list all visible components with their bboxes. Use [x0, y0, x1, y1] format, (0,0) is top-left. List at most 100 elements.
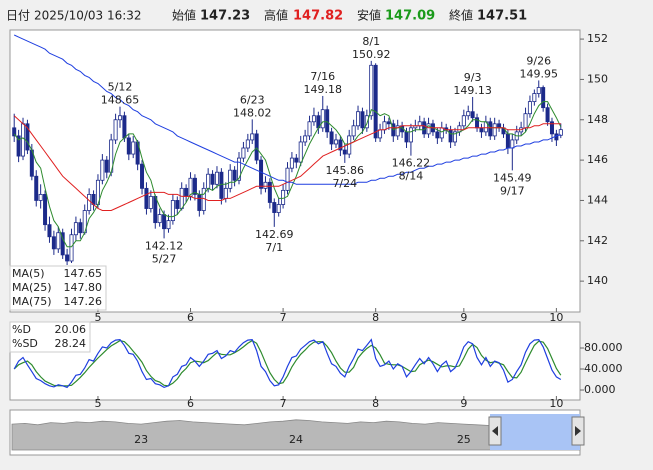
- header: 日付 2025/10/03 16:32 始値 147.23 高値 147.82 …: [6, 8, 527, 24]
- candle-body: [100, 159, 105, 181]
- candle-body: [131, 141, 136, 155]
- legend-value: 147.80: [64, 281, 103, 294]
- annotation-date: 5/27: [152, 252, 177, 265]
- candle-body: [140, 163, 145, 189]
- candle-body: [461, 115, 466, 127]
- legend-name: %SD: [12, 337, 38, 350]
- candle-body: [254, 133, 259, 161]
- candle-body: [65, 254, 70, 262]
- y-tick-label: 140: [587, 274, 608, 287]
- close-value: 147.51: [477, 9, 527, 24]
- candle-body: [439, 127, 444, 139]
- candle-body: [505, 133, 510, 149]
- candle-body: [126, 137, 131, 155]
- annotation-value: 149.13: [453, 84, 492, 97]
- annotation-date: 8/1: [362, 35, 380, 48]
- x-tick-label: 5: [94, 397, 101, 410]
- candle-body: [267, 181, 272, 203]
- candle-body: [311, 115, 316, 123]
- x-tick-label: 8: [372, 397, 379, 410]
- candle-body: [373, 64, 378, 139]
- candle-body: [228, 169, 233, 189]
- annotation-value: 142.69: [255, 228, 294, 241]
- candle-body: [237, 157, 242, 181]
- candle-body: [166, 220, 171, 230]
- x-tick-label: 9: [460, 397, 467, 410]
- candle-body: [122, 115, 127, 139]
- annotation-date: 7/24: [332, 177, 357, 190]
- candle-body: [170, 200, 175, 222]
- candle-body: [466, 111, 471, 117]
- candle-body: [558, 129, 563, 136]
- navigator-label: 25: [457, 433, 471, 446]
- candle-body: [338, 139, 343, 151]
- annotation-date: 9/26: [526, 54, 551, 67]
- candle-body: [12, 127, 17, 137]
- y-tick-label: 152: [587, 32, 608, 45]
- stoch-line: [13, 339, 562, 387]
- candle-body: [303, 135, 308, 143]
- candle-body: [289, 157, 294, 169]
- candle-body: [360, 111, 365, 129]
- candle-body: [545, 107, 550, 123]
- scroll-arrow-right: [575, 426, 581, 436]
- candle-body: [320, 109, 325, 129]
- candle-body: [470, 111, 475, 119]
- annotation-date: 9/17: [500, 184, 525, 197]
- date-label: 日付: [6, 9, 30, 23]
- legend-value: 20.06: [55, 323, 87, 336]
- candle-body: [117, 115, 122, 121]
- legend-name: MA(75): [12, 295, 52, 308]
- candle-body: [523, 113, 528, 129]
- candle-body: [34, 175, 39, 201]
- annotation-value: 145.86: [326, 164, 365, 177]
- candle-body: [250, 133, 255, 141]
- candle-body: [69, 234, 74, 262]
- candle-body: [497, 123, 502, 129]
- annotation-value: 148.02: [233, 106, 272, 119]
- navigator-label: 23: [134, 433, 148, 446]
- y-tick-label: 150: [587, 72, 608, 85]
- candle-body: [492, 123, 497, 137]
- scroll-arrow-left: [492, 426, 498, 436]
- x-tick-label: 10: [549, 311, 563, 324]
- legend-name: %D: [12, 323, 31, 336]
- candle-body: [184, 187, 189, 197]
- candle-body: [475, 117, 480, 129]
- candle-body: [144, 187, 149, 209]
- candle-body: [307, 121, 312, 137]
- annotation-date: 7/16: [310, 70, 335, 83]
- candle-body: [333, 139, 338, 145]
- candle-body: [532, 93, 537, 103]
- candle-body: [87, 193, 92, 211]
- legend-value: 28.24: [55, 337, 87, 350]
- date: 2025/10/03 16:32: [34, 9, 142, 23]
- candle-body: [259, 159, 264, 189]
- candle-body: [175, 200, 180, 209]
- high-label: 高値: [264, 8, 288, 23]
- candle-body: [364, 115, 369, 129]
- candle-body: [395, 125, 400, 137]
- y-tick-label: 142: [587, 234, 608, 247]
- navigator-selection[interactable]: [490, 414, 580, 450]
- legend-box: [9, 321, 91, 353]
- legend-value: 147.65: [64, 267, 103, 280]
- candle-body: [408, 127, 413, 143]
- x-tick-label: 7: [280, 311, 287, 324]
- candle-body: [241, 147, 246, 159]
- x-tick-label: 9: [460, 311, 467, 324]
- candle-body: [417, 121, 422, 127]
- candle-body: [272, 202, 277, 213]
- high-value: 147.82: [293, 9, 343, 24]
- legend-name: MA(5): [12, 267, 45, 280]
- candle-body: [294, 157, 299, 163]
- candle-body: [329, 131, 334, 145]
- annotation-value: 148.65: [101, 94, 140, 107]
- candle-body: [148, 196, 153, 209]
- candle-body: [549, 121, 554, 135]
- x-tick-label: 6: [187, 397, 194, 410]
- low-label: 安値: [357, 8, 381, 23]
- x-tick-label: 10: [549, 397, 563, 410]
- candle-body: [386, 121, 391, 125]
